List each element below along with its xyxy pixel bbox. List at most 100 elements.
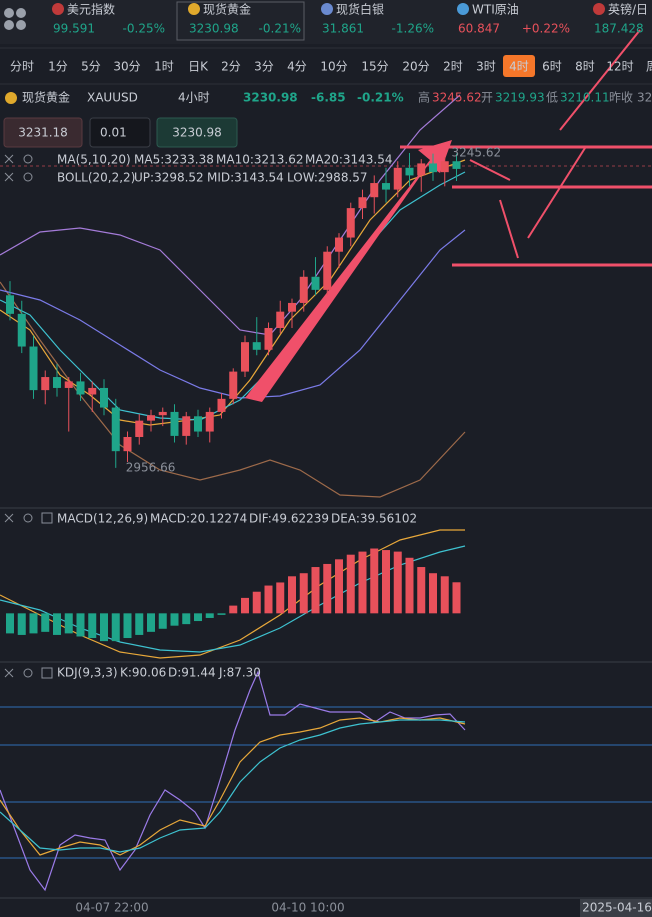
timeframe-tab[interactable]: 4时 [509,60,529,74]
timeframe-tab[interactable]: 1时 [154,60,174,74]
ticker-name[interactable]: 现货白银 [336,2,384,17]
candle-body [417,163,426,176]
timeframe-tab[interactable]: 分时 [10,60,34,74]
candle-body [76,381,85,395]
timeframe-tab[interactable]: 8时 [575,60,595,74]
timeframe-tab[interactable]: 5分 [81,60,101,74]
macd-bar [111,613,120,642]
sell-box[interactable] [3,117,83,148]
macd-bar [405,557,414,614]
timeframe-tab[interactable]: 12时 [606,60,633,74]
timeframe-tab[interactable]: 3时 [476,60,496,74]
macd-value: DEA:39.56102 [331,512,417,526]
ma-label: MA(5,10,20) [57,153,131,167]
menu-icon [4,8,26,30]
macd-bar [17,613,26,635]
ticker-name[interactable]: 英镑/日 [608,2,648,17]
candle-body [88,387,97,395]
macd-bar [41,613,50,632]
macd-bar [276,582,285,614]
candle-body [182,416,191,436]
candle-body [405,167,414,176]
buy-price[interactable]: 3230.98 [172,126,222,140]
tab-active-bg [503,55,535,77]
candle-body [135,420,144,437]
stat-low-label: 低 [546,91,558,105]
ticker-price: 99.591 [53,22,95,36]
macd-bar [123,613,132,639]
ticker-icon [593,3,605,15]
timeframe-tab[interactable]: 6时 [542,60,562,74]
macd-value: MACD:20.12274 [150,512,247,526]
macd-bar [76,613,85,637]
ticker-icon [457,3,469,15]
macd-bar [393,551,402,614]
timeframe-tab[interactable]: 4分 [287,60,307,74]
candle-body [311,276,320,290]
period: 4小时 [178,91,210,105]
candle-body [370,183,379,198]
candle-body [429,163,437,173]
candle-body [100,387,108,408]
timeframe-tab[interactable]: 1分 [48,60,68,74]
qty-box[interactable] [89,117,151,148]
ticker-icon [52,3,64,15]
timeframe-tab[interactable]: 2分 [221,60,241,74]
candle-body [194,416,202,432]
toolbar-icons[interactable] [4,154,53,679]
macd-bar [311,567,320,614]
timeframe-tab[interactable]: 10分 [320,60,347,74]
ticker-active [176,1,305,41]
order-qty[interactable]: 0.01 [100,126,127,140]
ticker-name[interactable]: WTI原油 [472,3,519,17]
price: 3230.98 [243,91,298,105]
ticker-name[interactable]: 现货黄金 [203,2,251,17]
candle-body [452,161,461,169]
buy-box[interactable] [156,117,238,148]
candle-body [53,377,61,388]
timeframe-tab[interactable]: 日K [188,60,209,74]
macd-bar [417,567,426,614]
candle-body [6,295,14,314]
sell-price[interactable]: 3231.18 [18,126,68,140]
macd-bar [64,613,73,634]
candle-body [276,311,285,329]
candle-body [346,208,355,238]
candle-body [335,237,343,252]
timeframe-tab[interactable]: 30分 [113,60,140,74]
macd-value: DIF:49.62239 [249,512,329,526]
macd-bar [53,613,61,635]
instrument-name: 现货黄金 [22,90,70,105]
candle-body [170,411,179,436]
candle-body [241,342,249,372]
stat-high: 3245.62 [432,91,482,105]
ma-value: MA10:3213.62 [216,153,304,167]
macd-bar [170,613,179,626]
timeframe-tab[interactable]: 20分 [402,60,429,74]
boll-value: LOW:2988.57 [287,171,368,185]
macd-bar [264,585,273,614]
candle-body [440,161,449,173]
macd-bar [158,613,167,629]
candle-body [147,415,155,421]
macd-bar [323,563,332,614]
candle-body [264,328,273,350]
high-marker: 3245.62 [452,145,502,159]
macd-bar [217,613,226,615]
macd-bar [346,554,355,614]
ticker-change: -0.25% [123,22,165,36]
ticker-name[interactable]: 美元指数 [67,2,115,17]
boll-value: UP:3298.52 [134,171,204,185]
timeframe-tab[interactable]: 周 [646,60,652,74]
kdj-value: K:90.06 [120,666,166,680]
timeframe-tab[interactable]: 3分 [254,60,274,74]
ticker-icon [321,3,333,15]
macd-bar [29,613,38,634]
candle-body [382,183,390,190]
timeframe-tab[interactable]: 15分 [361,60,388,74]
kdj-value: D:91.44 [168,666,216,680]
macd-bar [299,573,308,614]
macd-bar [205,613,214,618]
timeframe-tab[interactable]: 2时 [443,60,463,74]
